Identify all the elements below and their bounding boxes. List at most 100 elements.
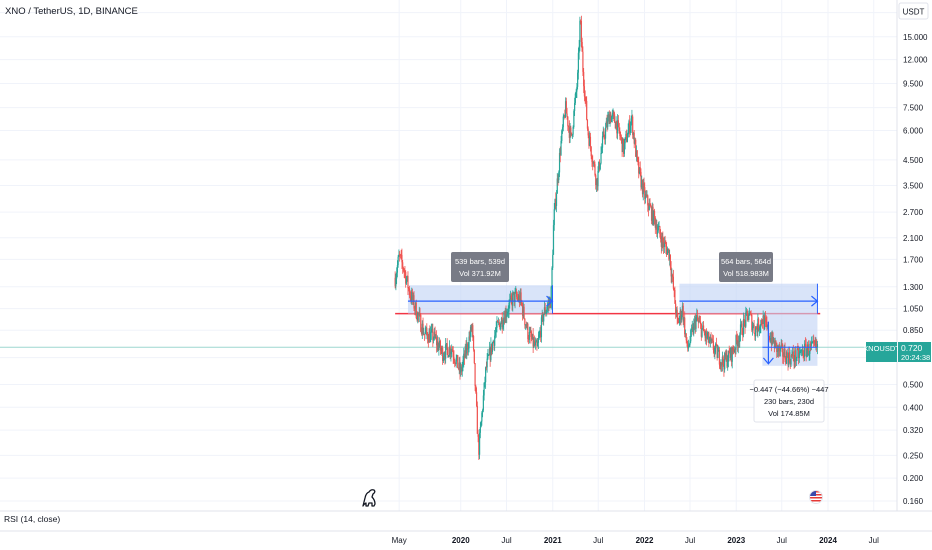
candle-body <box>747 314 749 320</box>
candle-body <box>579 20 581 47</box>
price-tag-box <box>898 342 931 362</box>
candle-body <box>735 335 737 350</box>
measure-label-text: 564 bars, 564d <box>721 257 771 266</box>
candle-body <box>638 167 641 174</box>
candle-body <box>556 178 558 194</box>
candle-body <box>442 347 444 361</box>
candle-body <box>586 119 589 129</box>
candle-body <box>784 349 786 360</box>
candle-body <box>440 350 442 351</box>
candle-body <box>461 365 463 372</box>
candle-body <box>458 362 460 369</box>
candle-body <box>637 157 639 163</box>
candle-body <box>785 352 788 364</box>
candle-body <box>463 353 465 361</box>
candle-body <box>672 276 675 289</box>
candle-body <box>589 136 591 146</box>
candle-body <box>724 353 727 359</box>
candle-body <box>665 243 667 248</box>
candle-body <box>489 348 491 360</box>
candle-body <box>644 194 647 199</box>
candle-body <box>472 335 475 350</box>
candle-body <box>474 363 476 386</box>
measure-range-box[interactable] <box>407 285 553 314</box>
candle-body <box>571 132 573 136</box>
candle-body <box>661 236 663 247</box>
candle-body <box>617 120 619 124</box>
candle-body <box>728 350 730 354</box>
candle-body <box>742 318 745 335</box>
candle-body <box>612 113 614 114</box>
candle-body <box>770 338 772 342</box>
rsi-label[interactable]: RSI (14, close) <box>4 514 60 524</box>
candle-body <box>401 254 403 263</box>
candle-body <box>422 323 424 335</box>
candle-body <box>575 91 577 94</box>
measure-range-box[interactable] <box>679 283 818 314</box>
candle-body <box>580 21 583 43</box>
candle-body <box>525 324 527 328</box>
candle-body <box>583 71 585 87</box>
candle-body <box>757 318 759 333</box>
candle-body <box>623 138 625 154</box>
candle-body <box>750 313 752 316</box>
candle-body <box>715 343 717 349</box>
symbol-title[interactable]: XNO / TetherUS, 1D, BINANCE <box>5 6 138 17</box>
time-tick-label: May <box>392 536 407 545</box>
candle-body <box>478 436 480 455</box>
candle-body <box>613 114 616 123</box>
candle-body <box>494 332 497 336</box>
dinosaur-icon <box>362 489 376 507</box>
candle-body <box>500 323 502 330</box>
candle-body <box>448 346 451 356</box>
currency-badge-box[interactable] <box>898 2 929 20</box>
measure-down-label-text: 230 bars, 230d <box>764 397 814 406</box>
candle-body <box>514 292 516 303</box>
candle-body <box>577 52 579 73</box>
candle-body <box>627 129 629 138</box>
price-tick-label: 0.850 <box>903 326 924 335</box>
candle-body <box>559 152 561 155</box>
price-axis[interactable]: 19.00015.00012.0009.5007.5006.0004.5003.… <box>903 9 928 506</box>
candle-body <box>420 331 423 334</box>
candle-body <box>486 358 488 368</box>
candle-body <box>780 344 782 348</box>
candle-body <box>400 254 402 256</box>
candle-body <box>482 395 484 411</box>
candle-body <box>684 333 687 335</box>
candle-body <box>429 331 431 342</box>
candle-body <box>689 341 691 345</box>
candle-body <box>545 311 547 314</box>
us-flag-icon[interactable] <box>809 490 823 504</box>
price-tag-value: 0.720 <box>901 343 923 353</box>
candle-body <box>408 288 411 296</box>
candle-body <box>546 305 549 310</box>
candle-body <box>417 312 420 316</box>
candle-body <box>620 136 622 137</box>
candle-body <box>551 267 553 287</box>
candle-body <box>585 97 587 102</box>
time-axis[interactable]: May 2020 Jul 2021 Jul 2022 Jul 2023 Jul 2024 Jul <box>392 536 879 545</box>
candle-body <box>549 299 552 308</box>
candle-body <box>452 351 454 357</box>
candle-body <box>582 51 584 72</box>
candle-body <box>552 225 555 255</box>
price-tick-label: 0.400 <box>903 403 924 412</box>
candle-body <box>553 209 555 226</box>
candle-body <box>673 288 675 290</box>
candle-body <box>399 254 402 256</box>
measure-down-label-box <box>753 379 825 423</box>
candle-body <box>742 334 744 336</box>
candle-body <box>418 313 420 316</box>
candle-body <box>597 171 599 187</box>
candle-body <box>512 293 514 306</box>
candle-body <box>540 317 543 338</box>
candle-body <box>595 178 598 185</box>
candle-body <box>736 340 739 347</box>
candle-body <box>445 344 447 359</box>
candle-body <box>594 164 596 176</box>
candle-body <box>599 163 601 170</box>
candle-body <box>607 117 609 127</box>
candle-body <box>702 325 705 332</box>
